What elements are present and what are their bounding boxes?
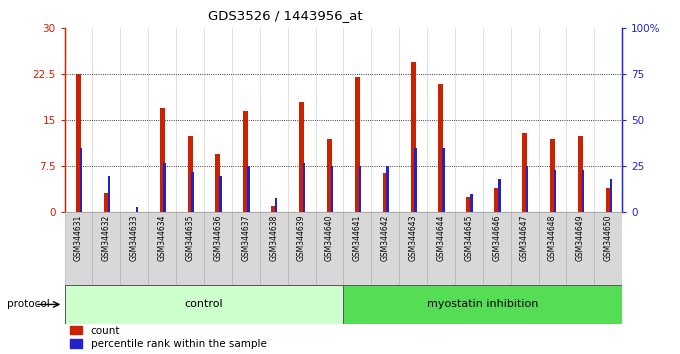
Bar <box>204 212 232 285</box>
Bar <box>371 212 399 285</box>
Bar <box>511 212 539 285</box>
Bar <box>148 212 176 285</box>
Bar <box>176 212 204 285</box>
Text: GSM344644: GSM344644 <box>437 215 445 261</box>
Bar <box>243 111 248 212</box>
Bar <box>120 212 148 285</box>
Bar <box>104 193 109 212</box>
Bar <box>442 148 445 212</box>
Bar <box>303 163 305 212</box>
Bar <box>383 172 388 212</box>
Bar <box>522 133 527 212</box>
Bar <box>566 212 594 285</box>
Bar <box>247 166 250 212</box>
Bar <box>470 194 473 212</box>
Text: GSM344640: GSM344640 <box>325 215 334 261</box>
Text: GSM344635: GSM344635 <box>186 215 194 261</box>
Bar <box>386 166 389 212</box>
Bar <box>92 212 120 285</box>
Text: GSM344649: GSM344649 <box>576 215 585 261</box>
Text: GSM344634: GSM344634 <box>158 215 167 261</box>
Bar <box>232 212 260 285</box>
Bar <box>550 139 555 212</box>
Bar <box>275 198 277 212</box>
Bar <box>594 212 622 285</box>
Bar <box>581 170 584 212</box>
Legend: count, percentile rank within the sample: count, percentile rank within the sample <box>70 326 267 349</box>
Bar <box>455 212 483 285</box>
Bar <box>65 212 92 285</box>
Text: GSM344641: GSM344641 <box>353 215 362 261</box>
Bar <box>427 212 455 285</box>
Bar <box>80 148 82 212</box>
Text: GSM344631: GSM344631 <box>74 215 83 261</box>
Text: GSM344643: GSM344643 <box>409 215 418 261</box>
Bar <box>358 166 361 212</box>
Bar <box>439 84 443 212</box>
Text: control: control <box>185 299 223 309</box>
Text: protocol: protocol <box>7 299 50 309</box>
Bar <box>606 188 611 212</box>
Text: GSM344647: GSM344647 <box>520 215 529 261</box>
Bar <box>399 212 427 285</box>
Bar <box>107 176 110 212</box>
Bar <box>411 62 415 212</box>
Bar <box>414 148 417 212</box>
Bar <box>288 212 316 285</box>
Bar <box>355 78 360 212</box>
Bar <box>609 179 612 212</box>
Text: GDS3526 / 1443956_at: GDS3526 / 1443956_at <box>208 9 363 22</box>
Bar <box>483 212 511 285</box>
Bar <box>219 176 222 212</box>
Text: GSM344648: GSM344648 <box>548 215 557 261</box>
Text: myostatin inhibition: myostatin inhibition <box>427 299 539 309</box>
Text: GSM344633: GSM344633 <box>130 215 139 261</box>
Text: GSM344638: GSM344638 <box>269 215 278 261</box>
Bar <box>135 207 138 212</box>
Bar <box>578 136 583 212</box>
Bar <box>494 188 499 212</box>
Bar <box>327 139 332 212</box>
Bar <box>163 163 166 212</box>
Bar <box>316 212 343 285</box>
Text: GSM344639: GSM344639 <box>297 215 306 261</box>
Bar <box>260 212 288 285</box>
Text: GSM344642: GSM344642 <box>381 215 390 261</box>
Bar <box>76 74 81 212</box>
Text: GSM344637: GSM344637 <box>241 215 250 261</box>
Bar <box>188 136 192 212</box>
Bar <box>299 102 304 212</box>
Bar <box>191 172 194 212</box>
Bar <box>330 166 333 212</box>
Text: GSM344636: GSM344636 <box>214 215 222 261</box>
Bar <box>466 197 471 212</box>
Text: GSM344632: GSM344632 <box>102 215 111 261</box>
Bar <box>343 285 622 324</box>
Bar <box>216 154 220 212</box>
Bar <box>526 166 528 212</box>
Bar <box>65 285 343 324</box>
Text: GSM344650: GSM344650 <box>604 215 613 261</box>
Bar <box>554 170 556 212</box>
Bar <box>271 206 276 212</box>
Bar <box>498 179 500 212</box>
Text: GSM344646: GSM344646 <box>492 215 501 261</box>
Bar <box>539 212 566 285</box>
Bar <box>343 212 371 285</box>
Bar <box>160 108 165 212</box>
Text: GSM344645: GSM344645 <box>464 215 473 261</box>
